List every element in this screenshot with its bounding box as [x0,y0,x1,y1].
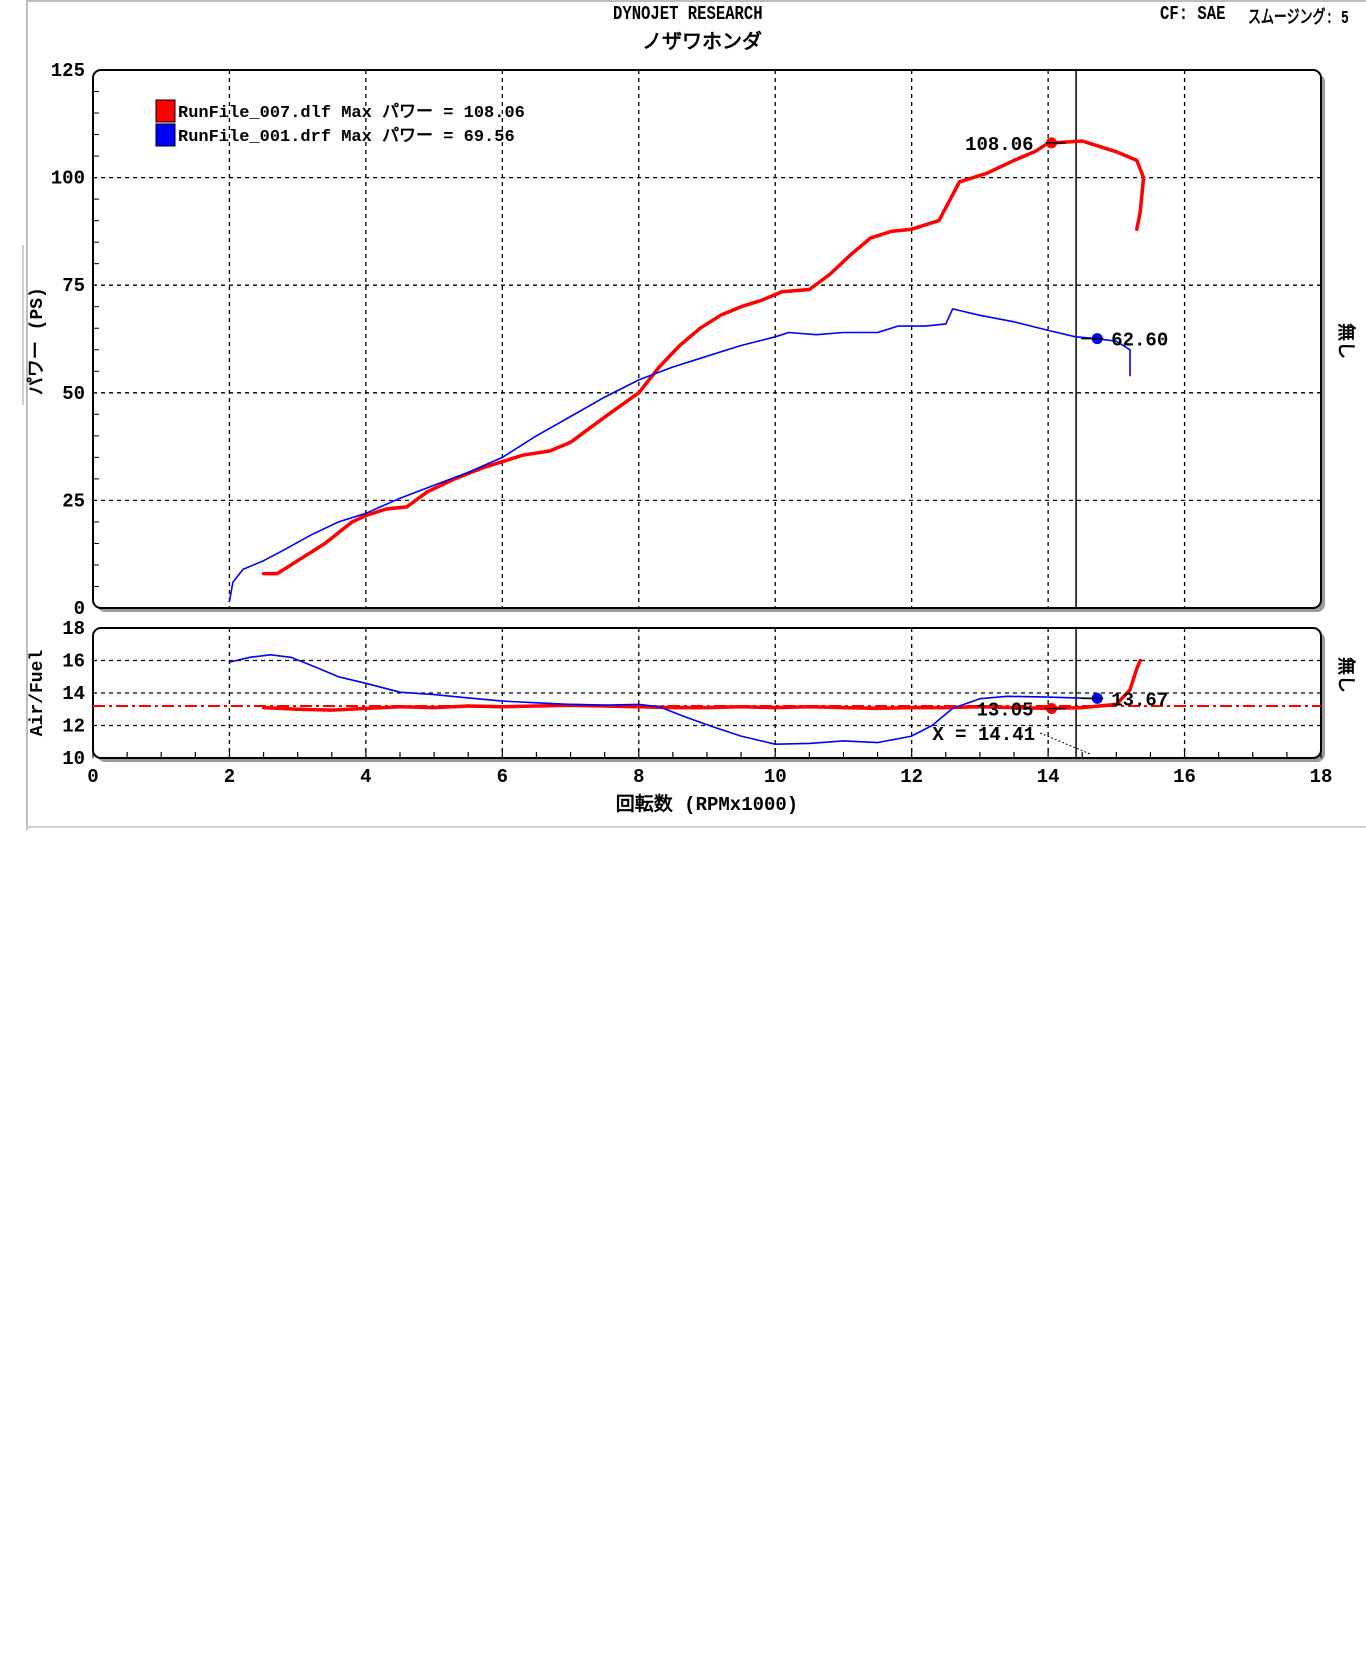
frame-left-scroll-mark [22,245,24,405]
afr-y-tick-label: 10 [62,748,85,770]
legend-swatch [155,123,176,147]
afr-y-axis-label: Air/Fuel [28,650,48,737]
x-tick-label: 8 [633,766,644,788]
x-tick-label: 10 [764,766,787,788]
cursor-readout-leader [1039,732,1091,755]
x-axis-label: 回転数 (RPMx1000) [616,792,798,816]
frame-left-border [26,0,28,830]
chart-subtitle: ノザワホンダ [642,32,762,55]
legend-swatch [155,99,176,123]
legend-entry-text: RunFile_007.dlf Max パワー = 108.06 [178,102,525,123]
power-y-tick-label: 25 [62,490,85,512]
afr-series-line-blue [228,653,1097,746]
power-right-label: 無し [1334,323,1357,359]
power-y-tick-label: 0 [74,598,85,620]
x-tick-label: 18 [1310,766,1333,788]
x-tick-label: 6 [497,766,508,788]
chart-title: DYNOJET RESEARCH [613,3,763,25]
power-y-axis-label: パワー (PS) [26,287,48,395]
x-tick-label: 0 [87,766,98,788]
correction-factor: CF: SAE [1160,3,1226,25]
afr-y-tick-label: 18 [62,618,85,640]
x-tick-label: 16 [1173,766,1196,788]
x-tick-label: 4 [360,766,371,788]
afr-y-tick-label: 12 [62,716,85,738]
afr-y-tick-label: 16 [62,651,85,673]
power-y-tick-label: 50 [62,383,85,405]
frame-top-border [26,0,1366,2]
legend-entry-text: RunFile_001.drf Max パワー = 69.56 [178,126,515,147]
afr-marker-label: 13.05 [977,699,1034,721]
x-tick-label: 14 [1037,766,1060,788]
power-y-tick-label: 125 [51,60,85,82]
power-y-tick-label: 100 [51,168,85,190]
power-y-tick-label: 75 [62,275,85,297]
afr-y-tick-label: 14 [62,683,85,705]
afr-right-label: 無し [1334,657,1357,693]
smoothing-setting: スムージング: 5 [1248,9,1349,29]
cursor-readout: X = 14.41 [932,724,1035,746]
power-series-line-blue [228,308,1131,603]
power-marker-label: 108.06 [965,134,1033,156]
afr-marker-label: 13.67 [1111,689,1168,711]
x-tick-label: 2 [224,766,235,788]
dyno-chart-frame: DYNOJET RESEARCH ノザワホンダ CF: SAE スムージング: … [0,0,1366,830]
power-marker-label: 62.60 [1111,330,1168,352]
x-tick-label: 12 [900,766,923,788]
power-panel-border [92,69,1322,609]
frame-bottom-border [26,826,1366,828]
